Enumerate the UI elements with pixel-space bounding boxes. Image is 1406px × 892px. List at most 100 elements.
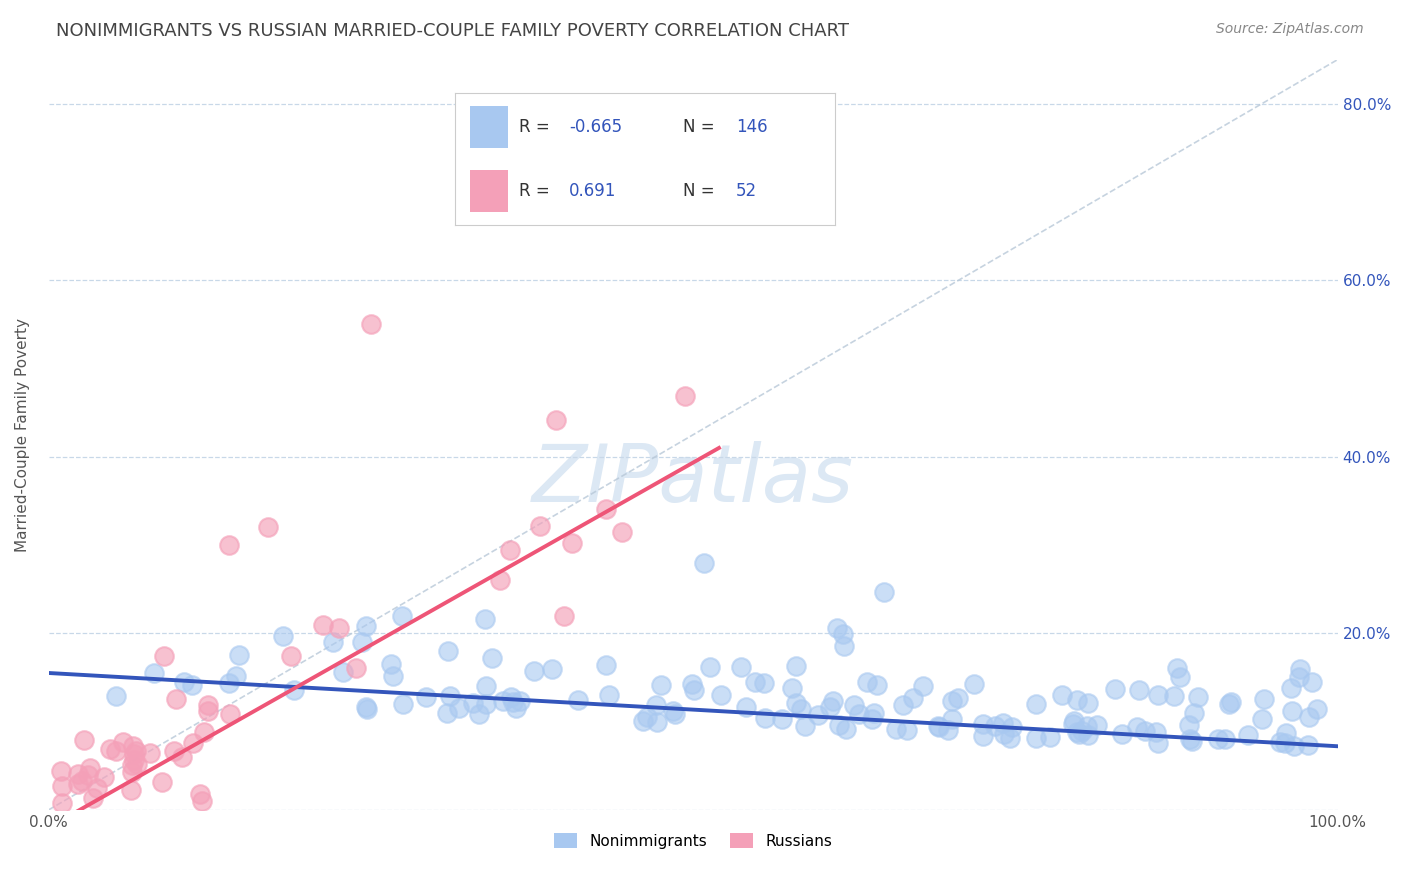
Point <box>1070 724 1092 739</box>
Point <box>105 690 128 704</box>
Point <box>832 627 855 641</box>
Point <box>122 747 145 761</box>
Point <box>785 696 807 710</box>
Point <box>1180 732 1202 747</box>
Point <box>218 676 240 690</box>
Point <box>104 744 127 758</box>
Point <box>1279 681 1302 696</box>
Point <box>884 723 907 737</box>
Point <box>1288 662 1310 676</box>
Point <box>112 734 135 748</box>
Point <box>350 635 373 649</box>
Point <box>927 719 949 733</box>
Point <box>866 678 889 692</box>
Point <box>523 664 546 678</box>
Point <box>98 742 121 756</box>
Point <box>51 796 73 810</box>
Point <box>896 723 918 738</box>
Point <box>354 619 377 633</box>
Point <box>1146 736 1168 750</box>
Point <box>173 675 195 690</box>
Point <box>1274 736 1296 750</box>
Point <box>1298 710 1320 724</box>
Point <box>1039 731 1062 745</box>
Point <box>1104 681 1126 696</box>
Point <box>181 736 204 750</box>
Point <box>382 669 405 683</box>
Point <box>125 744 148 758</box>
Point <box>461 697 484 711</box>
Point <box>228 648 250 662</box>
Point <box>693 556 716 570</box>
Point <box>903 691 925 706</box>
Point <box>818 699 841 714</box>
Point <box>860 712 883 726</box>
Point <box>842 698 865 712</box>
Point <box>1275 726 1298 740</box>
Point <box>561 535 583 549</box>
Point <box>832 639 855 653</box>
Point <box>780 681 803 695</box>
Point <box>150 775 173 789</box>
Point <box>127 756 149 771</box>
Point <box>475 698 498 712</box>
Point <box>280 648 302 663</box>
Point <box>489 574 512 588</box>
Point <box>863 706 886 720</box>
Point <box>1076 719 1098 733</box>
Point <box>1213 732 1236 747</box>
Point <box>82 790 104 805</box>
Point <box>72 774 94 789</box>
Point <box>673 389 696 403</box>
Point <box>1166 661 1188 675</box>
Point <box>1163 689 1185 703</box>
Point <box>1253 691 1275 706</box>
Point <box>785 658 807 673</box>
Point <box>1301 675 1323 690</box>
Point <box>595 657 617 672</box>
Point <box>734 699 756 714</box>
Point <box>447 701 470 715</box>
Point <box>1085 718 1108 732</box>
Point <box>645 698 668 712</box>
Point <box>73 733 96 747</box>
Point <box>1077 728 1099 742</box>
Point <box>332 665 354 679</box>
Point <box>1181 734 1204 748</box>
Point <box>66 767 89 781</box>
Point <box>79 761 101 775</box>
Point <box>439 690 461 704</box>
Point <box>770 712 793 726</box>
Point <box>122 739 145 753</box>
Point <box>51 779 73 793</box>
Point <box>938 723 960 737</box>
Point <box>821 694 844 708</box>
Point <box>492 693 515 707</box>
Point <box>650 677 672 691</box>
Point <box>328 621 350 635</box>
Point <box>1025 697 1047 711</box>
Point <box>1062 716 1084 731</box>
Point <box>699 659 721 673</box>
Point <box>66 777 89 791</box>
Point <box>474 612 496 626</box>
Point <box>972 729 994 743</box>
Point <box>1288 670 1310 684</box>
Point <box>941 694 963 708</box>
Point <box>1000 720 1022 734</box>
Point <box>152 649 174 664</box>
Point <box>911 679 934 693</box>
Point <box>218 538 240 552</box>
Point <box>664 706 686 721</box>
Point <box>681 677 703 691</box>
Point <box>730 659 752 673</box>
Point <box>219 706 242 721</box>
Point <box>93 771 115 785</box>
Point <box>1177 717 1199 731</box>
Point <box>1306 702 1329 716</box>
Point <box>1144 725 1167 739</box>
Point <box>1135 723 1157 738</box>
Point <box>1025 731 1047 746</box>
Point <box>143 665 166 680</box>
Text: NONIMMIGRANTS VS RUSSIAN MARRIED-COUPLE FAMILY POVERTY CORRELATION CHART: NONIMMIGRANTS VS RUSSIAN MARRIED-COUPLE … <box>56 22 849 40</box>
